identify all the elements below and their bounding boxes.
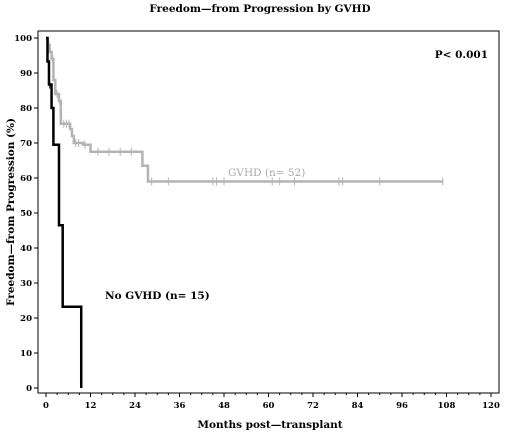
y-tick-label: 80 [20, 104, 32, 114]
no-gvhd-series-label: No GVHD (n= 15) [105, 290, 210, 302]
x-tick-label: 12 [85, 401, 97, 411]
y-axis-ticks: 0 10 20 30 40 50 60 70 80 90 100 [14, 34, 38, 394]
gvhd-curve [46, 36, 443, 183]
no-gvhd-curve [46, 36, 83, 388]
y-tick-label: 10 [20, 349, 32, 359]
x-tick-label: 60 [263, 401, 275, 411]
x-tick-label: 96 [396, 401, 408, 411]
y-tick-label: 90 [20, 69, 32, 79]
x-axis-label: Months post—transplant [197, 419, 342, 431]
x-axis-ticks: 0 12 24 36 48 60 72 84 96 108 120 [43, 393, 500, 411]
p-value: P< 0.001 [435, 49, 488, 61]
x-tick-label: 48 [218, 401, 230, 411]
x-tick-label: 24 [129, 401, 141, 411]
series-layer [46, 36, 444, 388]
y-tick-label: 40 [20, 244, 32, 254]
y-tick-label: 20 [20, 314, 32, 324]
chart-title: Freedom—from Progression by GVHD [149, 3, 370, 15]
x-tick-label: 84 [352, 401, 364, 411]
x-tick-label: 120 [482, 401, 500, 411]
y-tick-label: 50 [20, 209, 32, 219]
y-tick-label: 100 [14, 34, 32, 44]
y-tick-label: 0 [26, 384, 32, 394]
x-tick-label: 0 [43, 401, 49, 411]
x-tick-label: 108 [438, 401, 456, 411]
y-tick-label: 60 [20, 174, 32, 184]
x-tick-label: 36 [174, 401, 186, 411]
gvhd-series-label: GVHD (n= 52) [228, 167, 305, 179]
x-tick-label: 72 [307, 401, 319, 411]
y-tick-label: 30 [20, 279, 32, 289]
plot-frame [37, 30, 500, 394]
y-axis-label: Freedom—from Progression (%) [5, 118, 17, 306]
y-tick-label: 70 [20, 139, 32, 149]
